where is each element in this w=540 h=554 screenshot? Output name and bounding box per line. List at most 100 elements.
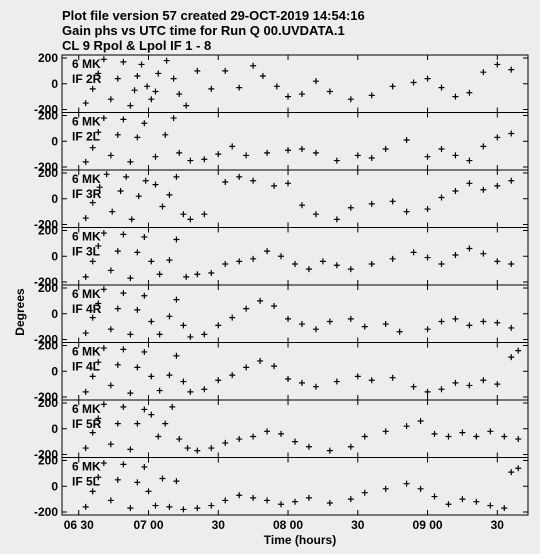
data-point — [347, 496, 354, 503]
x-tick-label: 30 — [212, 518, 226, 532]
data-point — [347, 315, 354, 322]
data-point — [424, 153, 431, 160]
data-point — [156, 331, 163, 338]
data-point — [100, 230, 107, 237]
y-axis-label: Degrees — [13, 288, 27, 336]
data-point — [156, 271, 163, 278]
data-point — [82, 158, 89, 165]
data-point — [431, 430, 438, 437]
data-point — [292, 260, 298, 267]
data-point — [389, 374, 396, 381]
data-point — [452, 188, 459, 195]
data-point — [89, 373, 96, 380]
data-point — [480, 69, 487, 76]
data-point — [109, 208, 116, 215]
data-point — [100, 56, 107, 63]
data-point — [134, 73, 141, 80]
data-point — [159, 475, 166, 482]
data-point — [145, 488, 152, 495]
data-point — [250, 433, 257, 440]
data-point — [403, 136, 410, 143]
data-point — [424, 326, 431, 333]
data-point — [410, 249, 417, 256]
data-point — [466, 157, 473, 164]
x-axis-label: Time (hours) — [264, 533, 336, 547]
data-point — [208, 445, 215, 452]
data-point — [466, 382, 473, 389]
data-point — [368, 154, 375, 161]
data-point — [134, 420, 141, 427]
panel-antenna-label: 6 MK — [72, 402, 101, 416]
data-point — [403, 208, 410, 215]
data-point — [144, 83, 151, 90]
data-point — [170, 115, 177, 122]
data-point — [250, 177, 257, 184]
data-point — [152, 502, 159, 509]
data-point — [127, 102, 134, 109]
data-point — [466, 322, 473, 329]
data-point — [215, 151, 222, 158]
data-point — [250, 494, 257, 501]
data-point — [142, 177, 149, 184]
data-point — [333, 216, 340, 223]
panel-antenna-label: 6 MK — [72, 345, 101, 359]
data-point — [508, 324, 515, 331]
data-point — [298, 91, 305, 98]
data-point — [114, 248, 121, 255]
data-point — [120, 290, 127, 297]
data-point — [82, 273, 89, 280]
data-point — [438, 260, 445, 267]
data-point — [187, 216, 194, 223]
data-point — [347, 96, 354, 103]
data-point — [222, 67, 229, 74]
data-point — [403, 480, 410, 487]
data-point — [201, 156, 208, 163]
data-point — [127, 331, 134, 338]
panel-antenna-label: 6 MK — [72, 460, 101, 474]
data-point — [515, 436, 522, 443]
panel-frame — [61, 342, 529, 401]
data-point — [417, 418, 424, 425]
data-point — [117, 188, 124, 195]
data-point — [114, 305, 121, 312]
data-point — [236, 436, 243, 443]
data-point — [285, 315, 292, 322]
data-point — [183, 273, 190, 280]
data-point — [424, 206, 431, 213]
data-point — [438, 386, 445, 393]
data-point — [82, 100, 89, 107]
data-point — [148, 373, 155, 380]
data-point — [183, 102, 190, 109]
data-point — [169, 403, 176, 410]
data-point — [194, 447, 201, 454]
y-tick-label: 200 — [38, 339, 58, 353]
data-point — [445, 433, 452, 440]
data-point — [424, 388, 431, 395]
data-point — [141, 292, 148, 299]
data-point — [389, 255, 396, 262]
data-point — [187, 157, 194, 164]
data-point — [403, 423, 410, 430]
data-point — [480, 377, 487, 384]
data-point — [152, 153, 159, 160]
data-point — [128, 216, 135, 223]
data-point — [494, 381, 501, 388]
data-point — [194, 271, 201, 278]
data-point — [187, 388, 194, 395]
data-point — [89, 258, 96, 265]
data-point — [155, 70, 162, 77]
data-point — [120, 403, 127, 410]
y-tick-label: 200 — [38, 396, 58, 410]
data-point — [173, 173, 180, 180]
data-point — [95, 474, 102, 481]
data-point — [396, 328, 403, 335]
data-point — [382, 145, 389, 152]
data-point — [508, 177, 515, 184]
data-point — [347, 266, 354, 273]
y-tick-label: 0 — [51, 307, 58, 321]
data-point — [259, 73, 266, 80]
data-point — [243, 364, 250, 371]
panel-antenna-label: 6 MK — [72, 172, 101, 186]
